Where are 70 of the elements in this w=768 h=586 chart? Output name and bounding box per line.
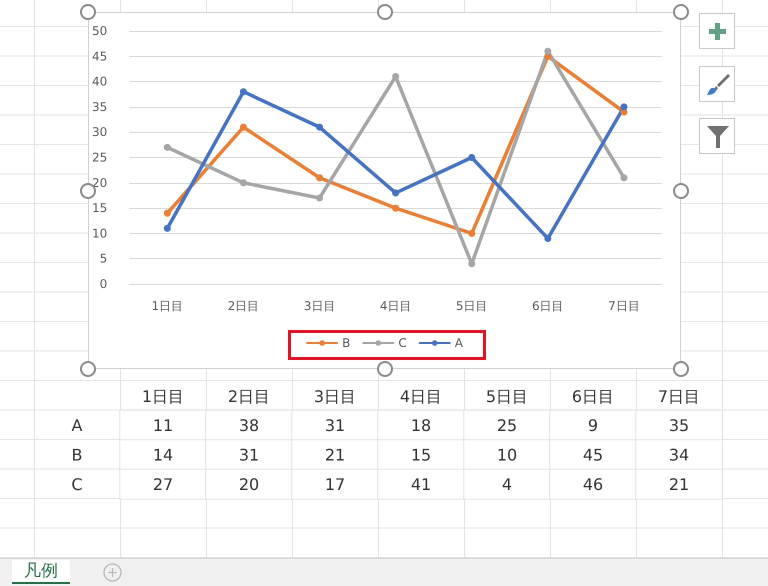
- y-tick-label: 10: [92, 226, 108, 240]
- point: [468, 154, 476, 161]
- point: [544, 48, 552, 55]
- x-tick-label: 5日目: [456, 299, 488, 313]
- y-tick-label: 30: [92, 125, 108, 140]
- y-tick-label: B: [72, 444, 82, 464]
- data-label: 4: [502, 474, 512, 494]
- text: 凡例: [24, 561, 58, 581]
- point: [620, 103, 628, 110]
- x-tick-label: 4日目: [380, 299, 412, 313]
- x-tick-label: 6日目: [532, 299, 564, 313]
- y-tick-label: 5: [100, 252, 108, 266]
- x-tick-label: 7日目: [608, 299, 640, 313]
- data-label: 41: [410, 474, 432, 494]
- data-label: 27: [152, 474, 174, 494]
- data-label: 46: [582, 474, 604, 494]
- data-label: 25: [496, 415, 518, 434]
- point: [240, 124, 247, 131]
- point: [392, 189, 400, 196]
- point: [544, 234, 552, 242]
- x-tick-label: 6日目: [572, 386, 614, 406]
- x-tick-label: 3日目: [304, 299, 336, 313]
- point: [316, 194, 324, 202]
- y-tick-label: 35: [92, 100, 108, 114]
- data-label: 11: [152, 415, 174, 434]
- data-label: 38: [238, 415, 260, 434]
- y-tick-label: 45: [92, 49, 108, 64]
- y-tick-label: 15: [92, 201, 108, 216]
- point: [164, 144, 171, 151]
- x-tick-label: 4日目: [400, 386, 442, 406]
- data-label: 21: [668, 474, 690, 494]
- point: [164, 224, 171, 232]
- data-label: 35: [668, 415, 690, 434]
- data-label: 20: [238, 474, 260, 494]
- x-tick-label: 1日目: [152, 299, 184, 313]
- point: [316, 124, 324, 131]
- x-tick-label: 3日目: [314, 386, 356, 406]
- y-tick-label: 50: [92, 24, 108, 38]
- y-tick-label: 25: [92, 150, 108, 164]
- x-tick-label: 7日目: [658, 386, 700, 406]
- x-tick-label: 1日目: [142, 386, 184, 406]
- data-label: 14: [152, 444, 174, 464]
- point: [240, 88, 247, 96]
- data-label: 18: [410, 415, 432, 434]
- legend-label: C: [398, 336, 407, 350]
- x-tick-label: 5日目: [486, 386, 528, 406]
- x-tick-label: 2日目: [228, 386, 270, 406]
- y-tick-label: 20: [92, 176, 108, 190]
- data-label: 31: [324, 415, 346, 434]
- y-tick-label: 0: [100, 277, 108, 291]
- y-tick-label: 40: [92, 74, 108, 89]
- point: [620, 174, 628, 182]
- data-label: 10: [496, 444, 518, 464]
- point: [240, 179, 247, 186]
- legend-label: A: [454, 336, 464, 350]
- point: [164, 210, 171, 217]
- data-label: 34: [668, 444, 690, 464]
- data-label: 31: [238, 444, 260, 464]
- data-label: 15: [410, 444, 432, 464]
- legend-label: B: [342, 336, 350, 350]
- point: [468, 230, 476, 237]
- data-label: 9: [588, 415, 598, 434]
- data-label: 17: [324, 474, 346, 494]
- data-label: 45: [582, 444, 604, 464]
- point: [392, 204, 400, 212]
- x-tick-label: 2日目: [228, 299, 260, 313]
- y-tick-label: A: [72, 415, 83, 434]
- point: [316, 174, 324, 182]
- data-label: 21: [324, 444, 346, 464]
- y-tick-label: C: [71, 474, 83, 494]
